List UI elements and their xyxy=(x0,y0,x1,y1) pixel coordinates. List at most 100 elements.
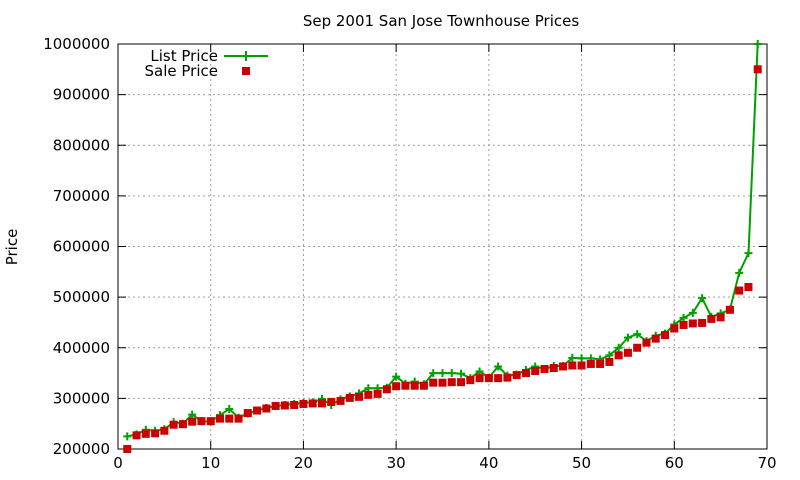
y-axis-label: Price xyxy=(3,229,21,266)
data-point-sale-price xyxy=(475,374,484,383)
data-point-sale-price xyxy=(744,283,753,291)
data-point-sale-price xyxy=(679,320,688,329)
data-point-list-price xyxy=(577,354,586,363)
data-point-sale-price xyxy=(559,362,568,371)
series-sale-price xyxy=(123,65,762,453)
data-point-list-price xyxy=(688,308,697,317)
data-point-sale-price xyxy=(234,414,243,423)
data-point-sale-price xyxy=(466,376,475,385)
data-point-sale-price xyxy=(753,65,762,74)
y-tick-label: 700000 xyxy=(53,187,110,205)
data-point-list-price xyxy=(225,405,234,414)
data-point-sale-price xyxy=(410,381,419,390)
data-point-sale-price xyxy=(336,396,345,405)
x-tick-label: 30 xyxy=(387,454,406,472)
data-point-sale-price xyxy=(549,364,558,372)
y-tick-label: 500000 xyxy=(53,288,110,306)
x-tick-label: 60 xyxy=(665,454,684,472)
data-point-list-price xyxy=(633,330,642,339)
data-point-sale-price xyxy=(688,319,697,328)
data-point-sale-price xyxy=(716,313,725,322)
data-point-sale-price xyxy=(382,385,391,394)
data-point-sale-price xyxy=(253,406,262,415)
data-point-list-price xyxy=(753,40,762,48)
data-point-list-price xyxy=(735,268,744,277)
data-point-sale-price xyxy=(586,359,595,368)
data-point-sale-price xyxy=(512,371,521,380)
data-point-sale-price xyxy=(568,361,577,370)
data-point-sale-price xyxy=(327,397,336,406)
data-point-list-price xyxy=(392,372,401,381)
data-point-sale-price xyxy=(169,420,178,429)
x-tick-label: 50 xyxy=(572,454,591,472)
data-point-sale-price xyxy=(243,409,252,418)
x-tick-label: 0 xyxy=(113,454,123,472)
data-point-sale-price xyxy=(670,324,679,333)
legend-marker-list-price xyxy=(241,51,251,61)
series-layer xyxy=(123,40,762,453)
y-tick-label: 200000 xyxy=(53,440,110,458)
data-point-sale-price xyxy=(531,367,540,376)
data-point-sale-price xyxy=(521,369,530,378)
legend-label-list-price: List Price xyxy=(150,47,218,65)
data-point-list-price xyxy=(568,353,577,362)
data-point-sale-price xyxy=(308,399,317,408)
data-point-sale-price xyxy=(364,390,373,399)
data-point-sale-price xyxy=(151,429,160,438)
data-point-sale-price xyxy=(457,378,466,387)
data-point-sale-price xyxy=(623,348,632,357)
data-point-sale-price xyxy=(503,373,512,382)
data-point-list-price xyxy=(447,369,456,378)
legend: List Price Sale Price xyxy=(145,47,268,80)
data-point-sale-price xyxy=(484,374,493,383)
data-point-list-price xyxy=(123,432,132,441)
chart-title: Sep 2001 San Jose Townhouse Prices xyxy=(303,12,580,30)
data-point-list-price xyxy=(623,333,632,342)
x-tick-label: 10 xyxy=(201,454,220,472)
data-point-sale-price xyxy=(540,365,549,374)
data-point-sale-price xyxy=(225,414,234,423)
data-point-sale-price xyxy=(299,399,308,408)
data-point-sale-price xyxy=(392,382,401,391)
data-point-sale-price xyxy=(494,374,503,383)
data-point-sale-price xyxy=(355,392,364,401)
data-point-sale-price xyxy=(614,351,623,360)
legend-marker-sale-price xyxy=(242,67,250,75)
data-point-sale-price xyxy=(280,401,289,410)
data-point-sale-price xyxy=(215,414,224,423)
data-point-sale-price xyxy=(271,401,280,410)
data-point-sale-price xyxy=(661,331,670,340)
data-point-sale-price xyxy=(123,445,132,453)
data-point-sale-price xyxy=(429,378,438,387)
axis-ticks: 200000 300000 400000 500000 600000 700000 8000… xyxy=(43,35,776,472)
data-point-sale-price xyxy=(373,389,382,398)
data-point-sale-price xyxy=(633,343,642,352)
legend-label-sale-price: Sale Price xyxy=(145,62,218,80)
data-point-sale-price xyxy=(447,378,456,387)
data-point-sale-price xyxy=(345,393,354,402)
data-point-sale-price xyxy=(132,431,141,440)
data-point-list-price xyxy=(614,343,623,352)
data-point-sale-price xyxy=(160,426,169,435)
data-point-sale-price xyxy=(419,381,428,390)
data-point-list-price xyxy=(457,369,466,378)
data-point-sale-price xyxy=(725,305,734,314)
plot-frame xyxy=(117,43,768,450)
y-tick-label: 900000 xyxy=(53,86,110,104)
grid-lines xyxy=(118,44,767,449)
x-tick-label: 20 xyxy=(294,454,313,472)
data-point-sale-price xyxy=(438,378,447,387)
data-point-sale-price xyxy=(262,404,271,413)
data-point-sale-price xyxy=(197,417,206,426)
x-tick-label: 40 xyxy=(479,454,498,472)
data-point-sale-price xyxy=(577,361,586,370)
data-point-sale-price xyxy=(206,417,215,426)
y-tick-label: 600000 xyxy=(53,238,110,256)
data-point-sale-price xyxy=(698,318,707,327)
data-point-sale-price xyxy=(178,420,187,429)
data-point-sale-price xyxy=(141,429,150,438)
data-point-list-price xyxy=(494,362,503,371)
data-point-sale-price xyxy=(596,359,605,368)
